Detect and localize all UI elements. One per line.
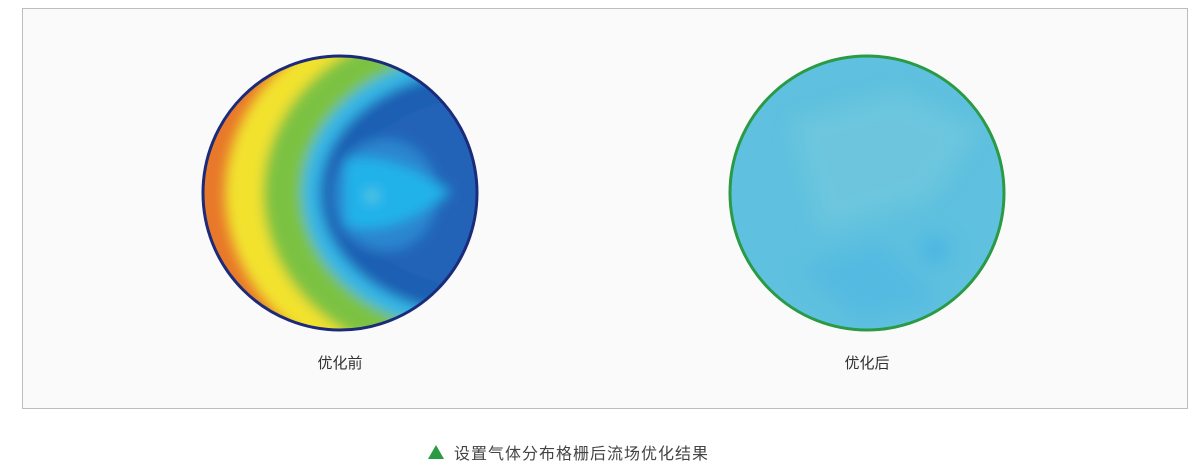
after-label: 优化后	[844, 354, 890, 372]
before-circle-border	[201, 54, 479, 332]
before-flow-field	[204, 57, 476, 329]
before-label: 优化前	[317, 354, 363, 372]
after-circle-border	[728, 54, 1006, 332]
triangle-up-icon	[428, 445, 444, 459]
figure-caption: 设置气体分布格栅后流场优化结果	[428, 440, 709, 464]
caption-text: 设置气体分布格栅后流场优化结果	[454, 444, 710, 463]
after-flow-field	[731, 57, 1003, 329]
